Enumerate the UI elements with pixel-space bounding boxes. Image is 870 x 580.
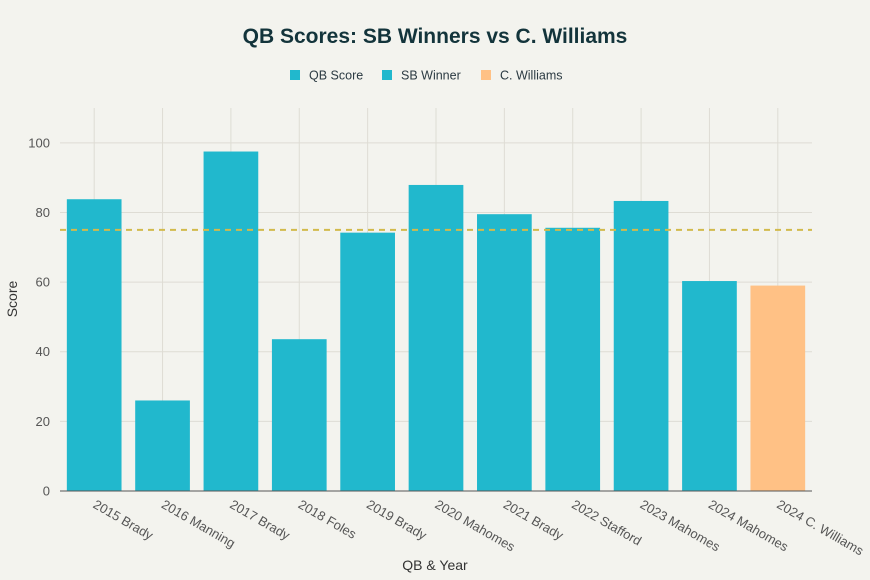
x-tick-label: 2016 Manning bbox=[159, 497, 238, 551]
chart-title: QB Scores: SB Winners vs C. Williams bbox=[243, 25, 628, 48]
x-tick-label: 2024 C. Williams bbox=[774, 497, 866, 559]
legend-item: QB Score bbox=[290, 69, 363, 83]
y-tick-label: 20 bbox=[36, 414, 50, 429]
y-tick-label: 80 bbox=[36, 205, 50, 220]
y-tick-label: 40 bbox=[36, 344, 50, 359]
bar bbox=[613, 200, 669, 491]
legend-swatch bbox=[481, 70, 491, 80]
x-tick-label: 2018 Foles bbox=[296, 497, 360, 542]
y-tick-labels: 0 20 40 60 80 100 bbox=[28, 135, 50, 498]
x-tick-label: 2021 Brady bbox=[501, 497, 567, 543]
bar bbox=[203, 151, 259, 492]
x-tick-label: 2019 Brady bbox=[364, 497, 430, 543]
legend-swatch bbox=[382, 70, 392, 80]
bar bbox=[271, 339, 327, 491]
x-tick-label: 2017 Brady bbox=[227, 497, 293, 543]
bar bbox=[545, 227, 601, 492]
legend-item: SB Winner bbox=[382, 69, 461, 83]
legend: QB Score SB Winner C. Williams bbox=[290, 69, 563, 83]
bar bbox=[408, 184, 464, 491]
bar bbox=[750, 285, 806, 491]
legend-label: QB Score bbox=[309, 69, 363, 83]
legend-item: C. Williams bbox=[481, 69, 563, 83]
bar bbox=[66, 199, 122, 491]
bar bbox=[340, 232, 395, 491]
x-tick-label: 2015 Brady bbox=[91, 497, 157, 543]
x-tick-label: 2022 Stafford bbox=[569, 497, 644, 549]
y-tick-label: 60 bbox=[36, 275, 50, 290]
legend-label: SB Winner bbox=[401, 69, 461, 83]
y-tick-label: 0 bbox=[43, 484, 50, 499]
y-axis-title: Score bbox=[4, 281, 20, 318]
bar bbox=[477, 214, 532, 492]
x-axis-title: QB & Year bbox=[402, 557, 468, 573]
bar bbox=[682, 281, 737, 491]
bars bbox=[66, 151, 806, 492]
bar bbox=[135, 400, 190, 491]
legend-swatch bbox=[290, 70, 300, 80]
legend-label: C. Williams bbox=[500, 69, 563, 83]
y-tick-label: 100 bbox=[28, 135, 50, 150]
